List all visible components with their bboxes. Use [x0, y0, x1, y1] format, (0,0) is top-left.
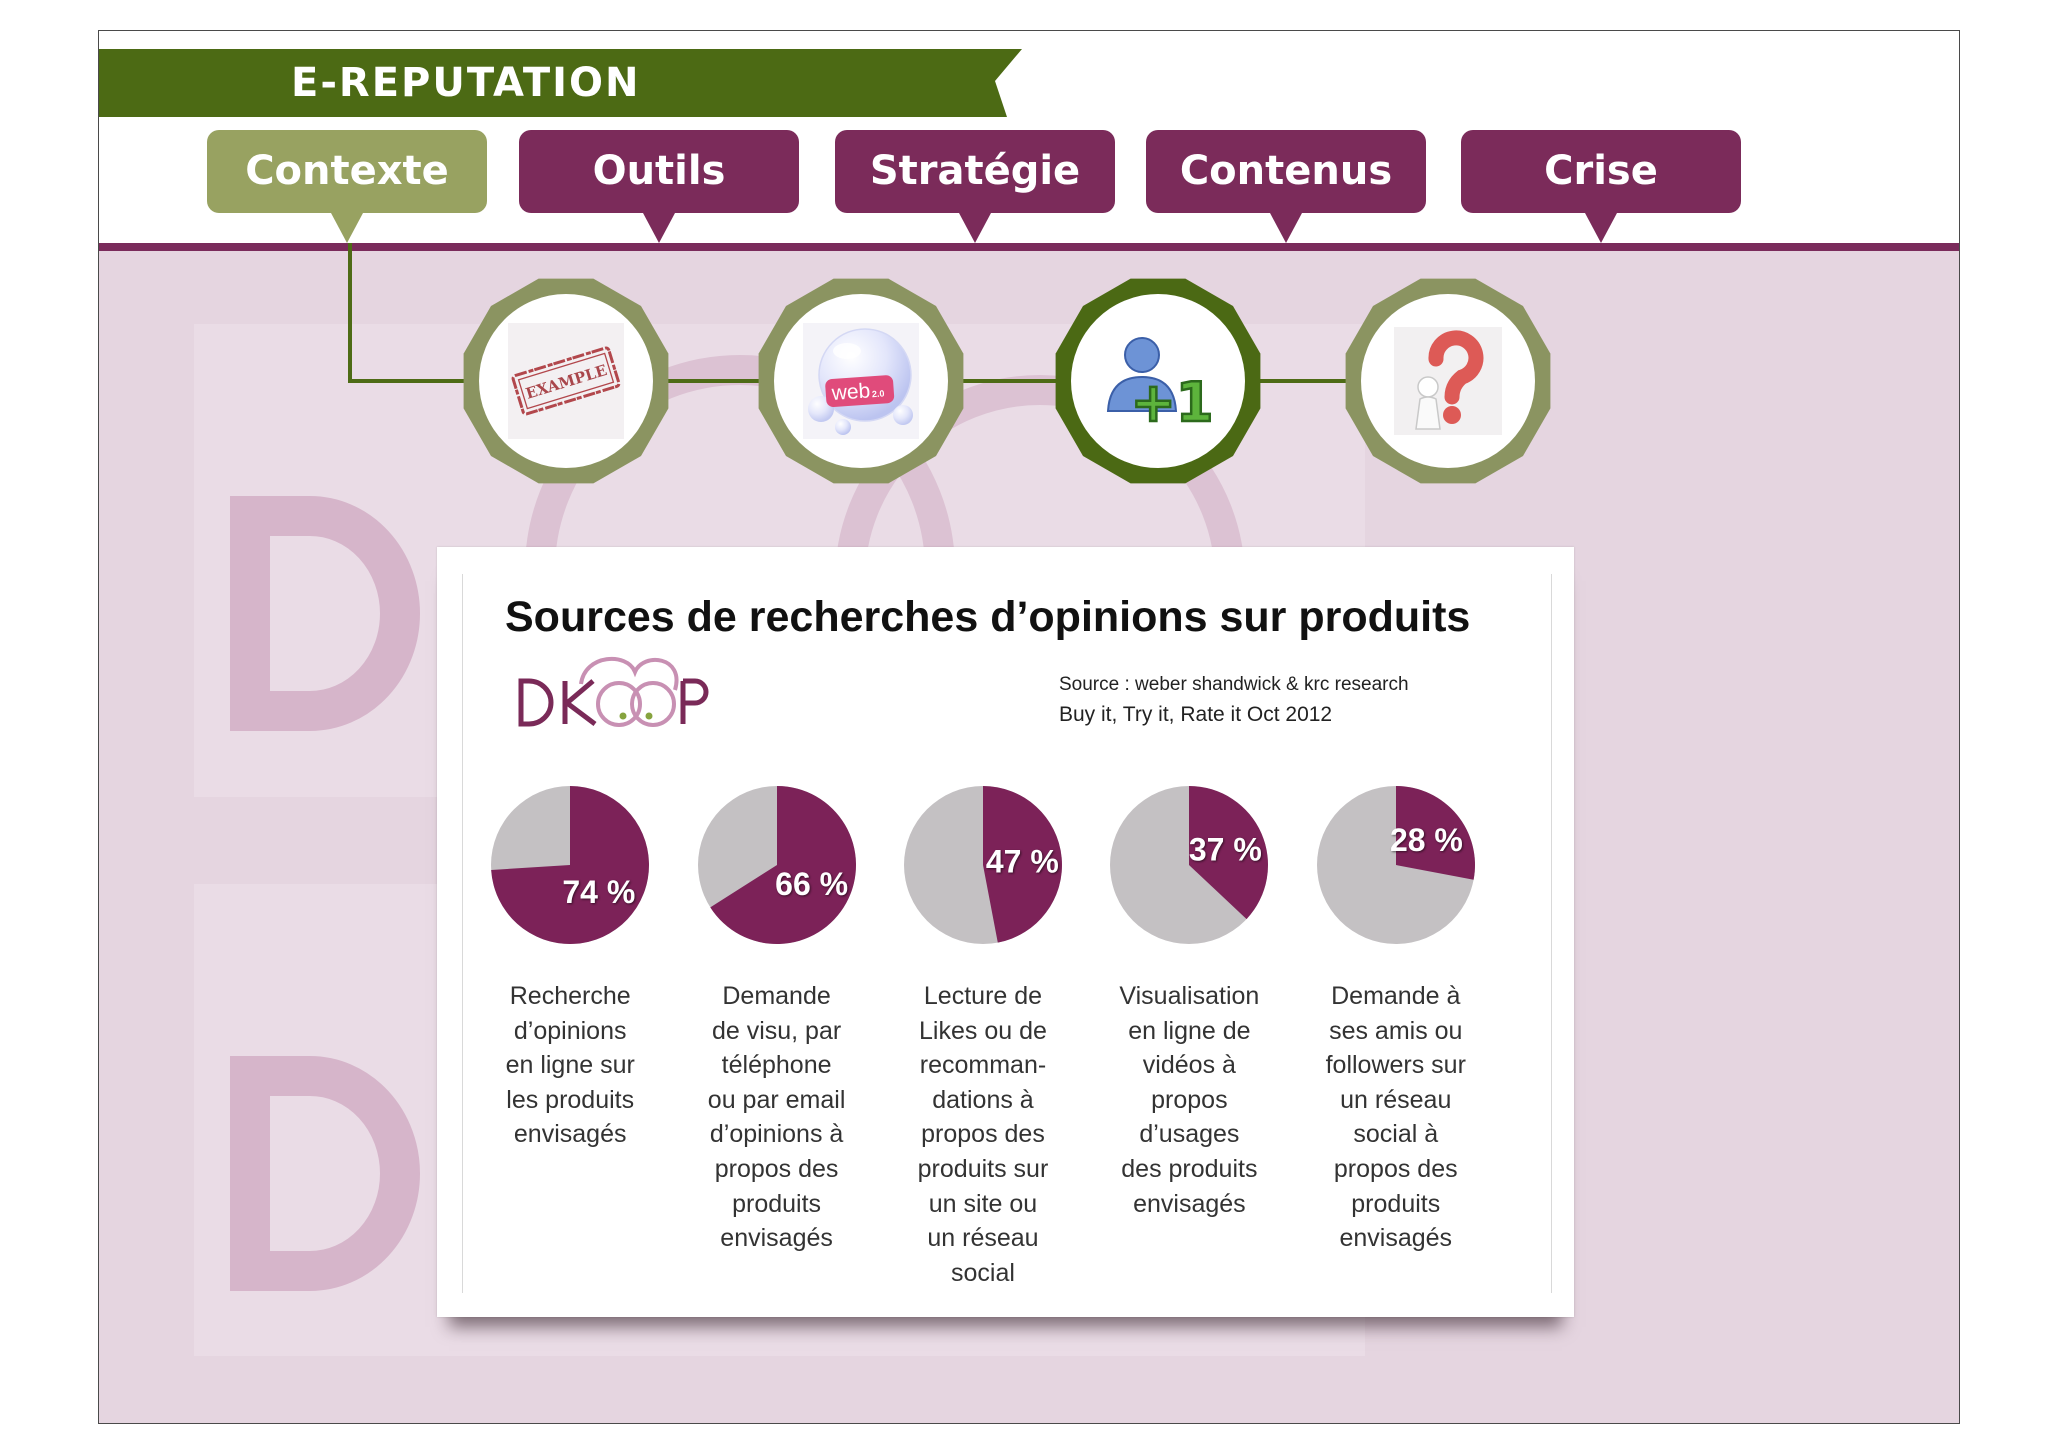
dkoop-logo [518, 656, 709, 727]
plus-one-badge: +1 [1131, 371, 1214, 434]
pie-chart-column: 74 % Recherche d’opinions en ligne sur l… [467, 785, 673, 1290]
pie-chart: 47 % [903, 786, 1062, 944]
pie-caption: Demande de visu, par téléphone ou par em… [707, 982, 846, 1253]
pie-chart: 28 % [1316, 786, 1475, 944]
pie-chart-column: 47 % Lecture de Likes ou de recomman- da… [880, 785, 1086, 1290]
pie-chart-column: 66 % Demande de visu, par téléphone ou p… [673, 785, 879, 1290]
chart-title: Sources de recherches d’opinions sur pro… [505, 593, 1471, 641]
tab-outils[interactable]: Outils [519, 130, 799, 243]
web2-bubble-icon: web 2.0 [803, 323, 919, 439]
pie-value-label: 66 % [775, 866, 848, 902]
plus-one-user-icon: +1 [1106, 337, 1215, 435]
tab-crise[interactable]: Crise [1461, 130, 1741, 243]
tab-strategie[interactable]: Stratégie [835, 130, 1115, 243]
pie-slice-value [491, 786, 650, 944]
step-question [1345, 278, 1551, 484]
chart-card: Sources de recherches d’opinions sur pro… [437, 547, 1574, 1317]
watermark-letter-d [230, 1056, 420, 1291]
card-inner-border [462, 574, 1552, 1293]
watermark-letter-d [230, 496, 420, 731]
pie-value-label: 37 % [1189, 831, 1262, 867]
step-example: EXAMPLE [463, 278, 669, 484]
step-plus-one: +1 [1055, 278, 1261, 484]
section-banner: E-REPUTATION [99, 49, 1022, 117]
step-timeline: EXAMPLE web 2.0 +1 [348, 243, 1551, 484]
pie-value-label: 47 % [986, 843, 1059, 879]
pie-slice-value [1395, 786, 1475, 880]
pie-caption: Recherche d’opinions en ligne sur les pr… [505, 982, 635, 1149]
pie-slice-value [982, 786, 1062, 943]
pie-value-label: 28 % [1390, 822, 1463, 858]
chart-study-reference: Buy it, Try it, Rate it Oct 2012 [1059, 703, 1333, 726]
web2-tag-version: 2.0 [872, 388, 885, 399]
pie-value-label: 74 % [563, 874, 636, 910]
tab-contenus[interactable]: Contenus [1146, 130, 1426, 243]
pie-caption: Visualisation en ligne de vidéos à propo… [1119, 982, 1260, 1218]
chart-source: Source : weber shandwick & krc research [1059, 674, 1409, 695]
pie-slice-value [709, 786, 856, 944]
example-stamp-icon: EXAMPLE [508, 323, 624, 439]
pie-caption: Demande à ses amis ou followers sur un r… [1325, 982, 1466, 1253]
pie-chart: 37 % [1110, 786, 1269, 944]
banner-title: E-REPUTATION [291, 60, 641, 106]
slide-frame [98, 30, 1960, 1424]
tab-contexte[interactable]: Contexte [207, 130, 487, 243]
web2-tag-text: web [830, 379, 871, 405]
pie-chart: 74 % [491, 786, 650, 944]
question-mark-person-icon [1394, 327, 1502, 435]
pie-caption: Lecture de Likes ou de recomman- dations… [917, 982, 1049, 1287]
step-web2: web 2.0 [758, 278, 964, 484]
header-divider [99, 243, 1959, 251]
pie-chart-column: 37 % Visualisation en ligne de vidéos à … [1086, 785, 1292, 1290]
pie-chart-row: 74 % Recherche d’opinions en ligne sur l… [467, 785, 1499, 1290]
pie-chart-column: 28 % Demande à ses amis ou followers sur… [1293, 785, 1499, 1290]
pie-chart: 66 % [697, 786, 856, 944]
pie-slice-value [1189, 786, 1269, 920]
